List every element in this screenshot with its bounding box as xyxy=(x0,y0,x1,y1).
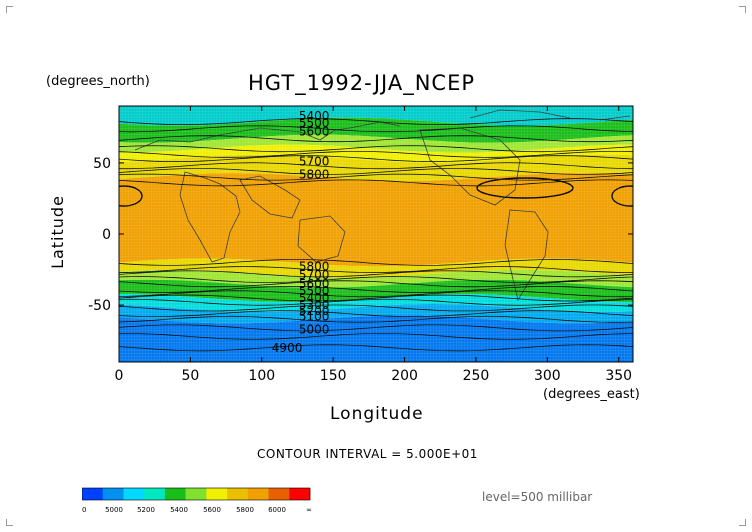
contour-label: 5700 xyxy=(299,268,330,282)
x-tick-label: 250 xyxy=(463,368,490,384)
colorbar-label: 5400 xyxy=(170,506,188,514)
colorbar-label: ∞ xyxy=(306,506,312,514)
colorbar-swatch xyxy=(206,488,228,500)
contour-interval-note: CONTOUR INTERVAL = 5.000E+01 xyxy=(257,447,478,461)
page-corner-mark xyxy=(6,6,13,13)
level-note: level=500 millibar xyxy=(482,490,593,504)
x-axis-title: Longitude xyxy=(330,404,424,424)
colorbar-swatch xyxy=(185,488,207,500)
contour-label: 5300 xyxy=(299,298,330,312)
contour-label: 5600 xyxy=(299,277,330,291)
contour-label: 5000 xyxy=(299,322,330,336)
colorbar-label: 5800 xyxy=(236,506,254,514)
colorbar-swatch xyxy=(123,488,145,500)
contour-label: 4900 xyxy=(272,341,303,355)
contour-label: 5700 xyxy=(299,155,330,169)
contour-label: 5800 xyxy=(299,167,330,181)
contour-label: 5600 xyxy=(299,125,330,139)
page-corner-mark xyxy=(739,6,746,13)
grid-overlay xyxy=(119,106,633,362)
y-tick-label: 50 xyxy=(93,156,111,172)
colorbar-swatch xyxy=(268,488,290,500)
x-tick-label: 100 xyxy=(248,368,275,384)
contour-label: 5800 xyxy=(299,260,330,274)
contour-label: 5500 xyxy=(299,116,330,130)
x-tick-label: 300 xyxy=(534,368,561,384)
colorbar-swatch xyxy=(227,488,249,500)
colorbar-label: 5000 xyxy=(105,506,123,514)
colorbar-swatch xyxy=(82,488,103,500)
x-axis-ticks: 0 50 100 150 200 250 300 350 xyxy=(115,106,632,384)
contour-labels: 5400550056005700580058005700560055005400… xyxy=(272,109,330,355)
y-units-label: (degrees_north) xyxy=(46,74,150,89)
plot-title: HGT_1992-JJA_NCEP xyxy=(248,71,476,95)
x-units-label: (degrees_east) xyxy=(543,387,640,402)
colorbar-label: 5200 xyxy=(137,506,155,514)
colorbar-swatch xyxy=(247,488,269,500)
contour-label: 5400 xyxy=(299,109,330,123)
page-corner-mark xyxy=(739,519,746,526)
colorbar: 0 5000 5200 5400 5600 5800 6000 ∞ xyxy=(82,487,312,514)
contour-label: 5500 xyxy=(299,284,330,298)
x-tick-label: 150 xyxy=(320,368,347,384)
x-tick-label: 50 xyxy=(181,368,199,384)
colorbar-label: 6000 xyxy=(268,506,286,514)
colorbar-swatch xyxy=(102,488,124,500)
y-tick-label: 0 xyxy=(102,227,111,243)
y-tick-label: -50 xyxy=(88,298,111,314)
colorbar-labels: 0 5000 5200 5400 5600 5800 6000 ∞ xyxy=(82,506,312,514)
colorbar-label: 5600 xyxy=(203,506,221,514)
colorbar-swatch xyxy=(164,488,186,500)
page-corner-mark xyxy=(6,519,13,526)
colorbar-frame xyxy=(82,487,311,501)
contour-label: 5400 xyxy=(299,291,330,305)
colorbar-swatch xyxy=(144,488,166,500)
colorbar-label: 0 xyxy=(82,506,86,514)
contour-label: 5200 xyxy=(299,304,330,318)
x-tick-label: 350 xyxy=(605,368,632,384)
y-axis-ticks: 50 0 -50 xyxy=(88,156,633,314)
contour-label: 5100 xyxy=(299,310,330,324)
x-tick-label: 200 xyxy=(391,368,418,384)
x-tick-label: 0 xyxy=(115,368,124,384)
colorbar-swatches xyxy=(82,487,311,501)
colorbar-swatch xyxy=(289,488,311,500)
